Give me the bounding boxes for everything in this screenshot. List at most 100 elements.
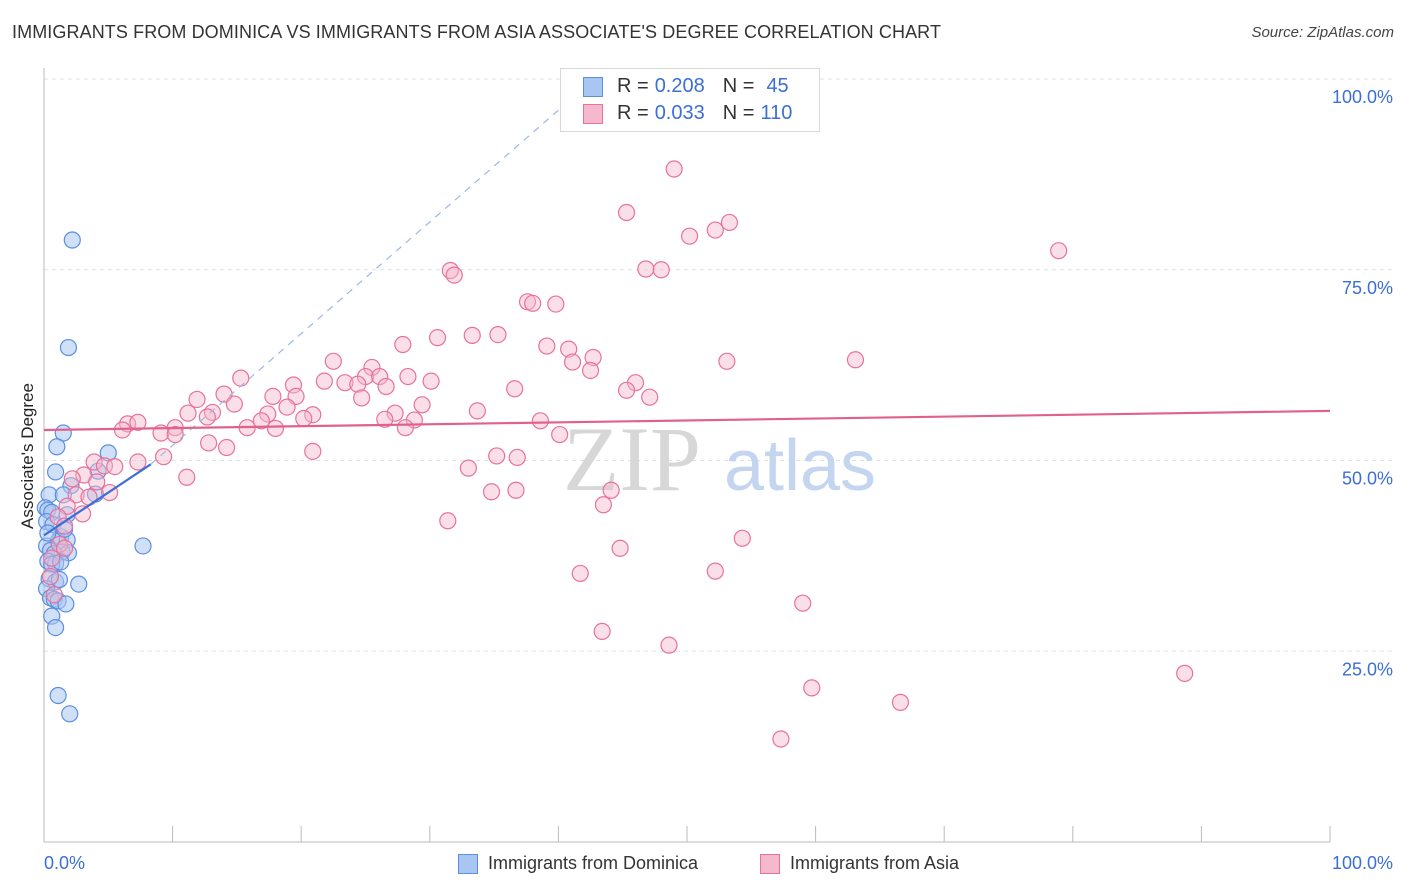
data-point-asia bbox=[129, 413, 147, 431]
data-point-asia bbox=[445, 266, 463, 284]
watermark-zip: ZIP bbox=[563, 408, 701, 510]
data-point-asia bbox=[43, 549, 61, 567]
y-tick-label: 50.0% bbox=[1342, 469, 1393, 489]
stats-n-value: 110 bbox=[760, 102, 793, 124]
stats-r-value: 0.208 bbox=[654, 75, 705, 97]
data-point-asia bbox=[720, 213, 739, 232]
data-point-asia bbox=[706, 562, 724, 580]
data-point-dominica bbox=[70, 575, 88, 593]
legend-item-asia[interactable]: Immigrants from Asia bbox=[760, 853, 959, 874]
data-point-asia bbox=[482, 483, 501, 501]
legend-item-dominica[interactable]: Immigrants from Dominica bbox=[458, 853, 698, 874]
data-point-asia bbox=[593, 622, 611, 641]
data-point-asia bbox=[584, 348, 602, 367]
stats-box: R = 0.208 N = 45 R = 0.033 N = 110 bbox=[560, 68, 820, 132]
data-point-asia bbox=[396, 419, 414, 437]
data-point-asia bbox=[772, 730, 790, 748]
data-point-asia bbox=[489, 326, 507, 344]
data-point-asia bbox=[506, 380, 524, 398]
data-point-asia bbox=[394, 335, 412, 354]
data-point-asia bbox=[67, 486, 85, 504]
series-dominica-points bbox=[36, 231, 152, 723]
data-point-dominica bbox=[134, 537, 152, 555]
stats-swatch-dominica bbox=[583, 76, 603, 97]
legend-swatch-dominica bbox=[458, 853, 478, 874]
data-point-asia bbox=[531, 412, 549, 430]
data-point-asia bbox=[1176, 664, 1194, 682]
data-point-asia bbox=[611, 539, 629, 557]
data-point-asia bbox=[794, 594, 812, 612]
data-point-asia bbox=[371, 367, 389, 386]
stats-swatch-asia bbox=[583, 103, 603, 124]
data-point-asia bbox=[617, 203, 636, 222]
data-point-asia bbox=[336, 374, 354, 392]
data-point-asia bbox=[507, 481, 525, 499]
data-point-asia bbox=[571, 564, 589, 583]
data-point-asia bbox=[463, 326, 481, 344]
series-asia-points bbox=[41, 160, 1194, 748]
data-point-asia bbox=[198, 408, 216, 426]
data-point-asia bbox=[560, 340, 578, 358]
stats-row-asia: R = 0.033 N = 110 bbox=[583, 102, 792, 125]
trend-lines bbox=[43, 78, 1331, 537]
legend-label-dominica: Immigrants from Dominica bbox=[488, 853, 699, 873]
data-point-dominica bbox=[57, 595, 75, 613]
data-point-dominica bbox=[49, 686, 67, 705]
data-point-asia bbox=[803, 679, 821, 697]
data-point-asia bbox=[349, 375, 367, 393]
data-point-asia bbox=[547, 295, 565, 313]
data-point-asia bbox=[55, 539, 74, 557]
data-point-asia bbox=[413, 396, 431, 414]
data-point-asia bbox=[524, 294, 542, 312]
data-point-asia bbox=[563, 353, 582, 371]
data-point-asia bbox=[428, 329, 447, 347]
trend-line-asia bbox=[43, 409, 1331, 432]
trend-line-dominica-extension bbox=[150, 78, 595, 465]
data-point-asia bbox=[602, 481, 620, 499]
y-tick-label: 100.0% bbox=[1332, 87, 1393, 107]
data-point-asia bbox=[232, 369, 250, 387]
data-point-asia bbox=[706, 221, 724, 239]
data-point-asia bbox=[218, 438, 236, 457]
stats-r-value: 0.033 bbox=[654, 102, 705, 124]
data-point-dominica bbox=[46, 618, 65, 637]
gridlines bbox=[44, 78, 1392, 652]
tick-labels: 25.0% 50.0% 75.0% 100.0% 0.0% 100.0% bbox=[44, 87, 1393, 873]
data-point-asia bbox=[295, 409, 313, 428]
data-point-asia bbox=[304, 442, 322, 460]
data-point-asia bbox=[179, 404, 197, 422]
data-point-asia bbox=[324, 352, 342, 370]
data-point-asia bbox=[468, 402, 486, 420]
y-tick-label: 25.0% bbox=[1342, 659, 1393, 679]
data-point-asia bbox=[488, 447, 506, 465]
data-point-asia bbox=[45, 586, 63, 604]
data-point-asia bbox=[252, 412, 270, 430]
data-point-asia bbox=[266, 419, 285, 438]
data-point-asia bbox=[617, 381, 636, 399]
data-point-asia bbox=[154, 448, 173, 466]
watermark: ZIP atlas bbox=[563, 408, 876, 510]
data-point-asia bbox=[637, 260, 655, 278]
data-point-asia bbox=[85, 453, 103, 471]
data-point-asia bbox=[203, 403, 222, 422]
data-point-asia bbox=[846, 351, 865, 369]
data-point-asia bbox=[551, 425, 569, 444]
data-point-asia bbox=[594, 496, 613, 514]
data-point-asia bbox=[665, 160, 683, 178]
data-point-asia bbox=[641, 388, 659, 406]
x-tick-label: 100.0% bbox=[1332, 853, 1393, 873]
data-point-dominica bbox=[48, 438, 66, 456]
data-point-asia bbox=[129, 453, 147, 471]
data-point-asia bbox=[278, 398, 296, 416]
data-point-asia bbox=[106, 458, 124, 476]
data-point-dominica bbox=[61, 705, 79, 723]
data-point-asia bbox=[386, 404, 404, 422]
data-point-asia bbox=[304, 406, 322, 424]
data-point-asia bbox=[200, 434, 218, 452]
data-point-asia bbox=[377, 377, 395, 396]
watermark-atlas: atlas bbox=[724, 426, 876, 506]
data-point-dominica bbox=[50, 570, 69, 589]
trend-line-dominica bbox=[43, 463, 152, 537]
data-point-asia bbox=[399, 367, 417, 386]
